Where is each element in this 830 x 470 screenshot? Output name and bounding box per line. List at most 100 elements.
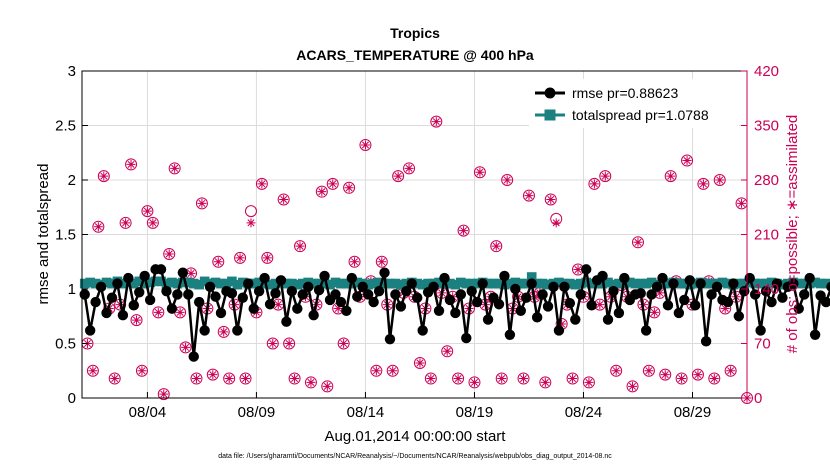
obs-possible-point: [277, 193, 290, 206]
totalspread-point: [221, 278, 232, 289]
totalspread-point: [216, 278, 226, 289]
rmse-point: [243, 278, 254, 289]
rmse-point: [215, 307, 227, 319]
obs-assimilated-point: [88, 366, 98, 376]
rmse-point: [90, 296, 101, 308]
totalspread-point: [210, 277, 221, 288]
rmse-point: [493, 299, 505, 310]
chart-title: Tropics: [390, 25, 440, 41]
right-axis-label: # of obs: o=possible; ∗=assimilated: [784, 115, 801, 354]
obs-possible-point: [163, 247, 176, 260]
totalspread-point: [565, 278, 575, 289]
obs-assimilated-point: [126, 159, 136, 169]
rmse-point: [771, 278, 783, 289]
obs-possible-point: [495, 372, 508, 385]
rmse-point: [722, 296, 734, 308]
rmse-point: [537, 289, 548, 300]
rmse-point: [788, 278, 799, 289]
rmse-point: [188, 351, 199, 362]
obs-assimilated-point: [110, 374, 120, 384]
totalspread-point: [575, 278, 586, 289]
obs-assimilated-point: [121, 218, 131, 228]
totalspread-point: [368, 278, 379, 289]
obs-assimilated-point: [660, 370, 670, 380]
obs-possible-point: [708, 372, 721, 385]
totalspread-point: [799, 278, 810, 289]
totalspread-point: [472, 278, 482, 289]
rmse-point: [651, 281, 663, 293]
obs-assimilated-point: [181, 342, 191, 352]
rmse-point: [510, 283, 521, 295]
obs-assimilated-point: [148, 218, 158, 228]
totalspread-point: [701, 278, 711, 289]
chart-subtitle: ACARS_TEMPERATURE @ 400 hPa: [296, 47, 534, 63]
obs-possible-point: [582, 376, 595, 389]
rmse-point: [728, 278, 739, 289]
obs-possible-point: [566, 372, 579, 385]
totalspread-point: [412, 278, 423, 289]
totalspread-point: [390, 278, 401, 289]
totalspread-point: [532, 278, 542, 289]
rmse-series: [79, 264, 830, 362]
totalspread-point: [679, 278, 690, 289]
obs-assimilated-point: [360, 140, 370, 150]
rmse-point: [275, 275, 287, 286]
obs-possible-point: [212, 255, 225, 268]
rmse-point: [548, 281, 559, 293]
totalspread-point: [488, 278, 499, 289]
totalspread-point: [254, 277, 264, 288]
rmse-point: [166, 303, 178, 314]
rmse-point: [352, 291, 363, 302]
totalspread-point: [85, 277, 95, 288]
obs-possible-point: [659, 368, 672, 381]
rmse-point: [101, 307, 112, 319]
left-tick-label: 3: [68, 63, 76, 80]
left-tick-label: 0: [68, 390, 76, 407]
obs-assimilated-point: [573, 265, 583, 275]
x-axis-ticks: 08/04 08/09 08/14 08/19 08/24 08/29: [129, 392, 711, 421]
obs-possible-point: [97, 170, 110, 183]
totalspread-point: [134, 276, 145, 287]
rmse-point: [417, 325, 428, 336]
totalspread-point: [821, 278, 830, 289]
rmse-point: [706, 289, 717, 300]
totalspread-point: [227, 276, 237, 287]
obs-possible-point: [517, 372, 530, 385]
totalspread-point: [483, 278, 493, 289]
rmse-point: [84, 325, 96, 336]
obs-possible-point: [392, 170, 405, 183]
obs-assimilated-point: [99, 171, 109, 181]
obs-possible-point: [179, 341, 192, 354]
obs-possible-point: [664, 170, 677, 183]
rmse-point: [515, 305, 526, 316]
x-tick-label: 08/19: [456, 404, 494, 421]
obs-assimilated-point: [306, 377, 316, 387]
totalspread-point: [172, 278, 183, 289]
rmse-point: [248, 303, 259, 314]
obs-assimilated-point: [595, 300, 605, 310]
obs-assimilated-point: [235, 253, 245, 263]
left-tick-label: 0.5: [55, 336, 76, 353]
rmse-point: [826, 281, 830, 292]
totalspread-point: [325, 279, 335, 290]
obs-assimilated-point: [491, 241, 501, 251]
totalspread-point: [630, 278, 641, 289]
obs-assimilated-point: [191, 374, 201, 384]
totalspread-point: [145, 277, 155, 288]
obs-assimilated-point: [219, 327, 229, 337]
rmse-point: [793, 303, 804, 314]
obs-assimilated-point: [546, 194, 556, 204]
obs-possible-point: [631, 236, 644, 249]
rmse-point: [477, 278, 488, 289]
rmse-point: [531, 312, 543, 323]
totalspread-point: [232, 279, 243, 290]
totalspread-point: [815, 278, 826, 289]
obs-possible-point: [326, 177, 339, 190]
obs-possible-point: [239, 372, 252, 385]
totalspread-point: [417, 279, 428, 290]
rmse-point: [117, 309, 129, 321]
x-tick-label: 08/24: [565, 404, 603, 421]
obs-assimilated-point: [371, 366, 381, 376]
right-tick-label: 210: [754, 227, 779, 244]
totalspread-point: [614, 278, 624, 289]
